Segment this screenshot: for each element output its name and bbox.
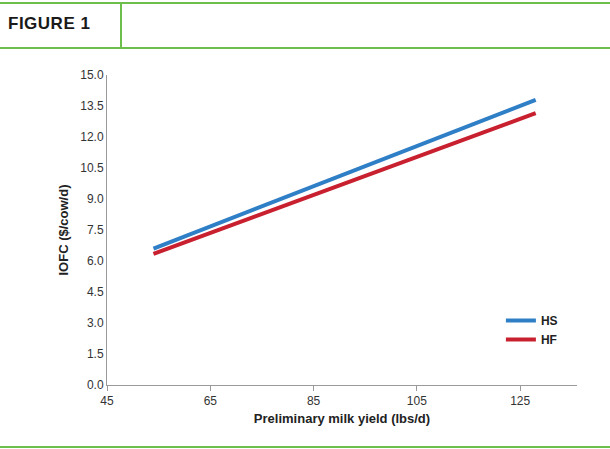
svg-text:7.5: 7.5: [87, 223, 104, 237]
svg-text:IOFC ($/cow/d): IOFC ($/cow/d): [56, 185, 71, 276]
svg-text:1.5: 1.5: [87, 347, 104, 361]
svg-text:9.0: 9.0: [87, 192, 104, 206]
svg-text:HS: HS: [541, 314, 558, 328]
svg-text:45: 45: [100, 394, 114, 408]
svg-text:4.5: 4.5: [87, 285, 104, 299]
svg-text:15.0: 15.0: [80, 68, 104, 82]
html-text:FIGURE 1: FIGURE 1: [8, 14, 91, 33]
svg-text:10.5: 10.5: [80, 161, 104, 175]
svg-text:3.0: 3.0: [87, 316, 104, 330]
svg-text:Preliminary milk yield (lbs/d): Preliminary milk yield (lbs/d): [254, 411, 430, 426]
svg-text:HF: HF: [541, 333, 557, 347]
svg-text:125: 125: [510, 394, 530, 408]
svg-text:12.0: 12.0: [80, 130, 104, 144]
svg-text:105: 105: [407, 394, 427, 408]
svg-text:0.0: 0.0: [87, 378, 104, 392]
svg-text:65: 65: [204, 394, 218, 408]
svg-text:85: 85: [307, 394, 321, 408]
svg-text:13.5: 13.5: [80, 99, 104, 113]
svg-text:6.0: 6.0: [87, 254, 104, 268]
